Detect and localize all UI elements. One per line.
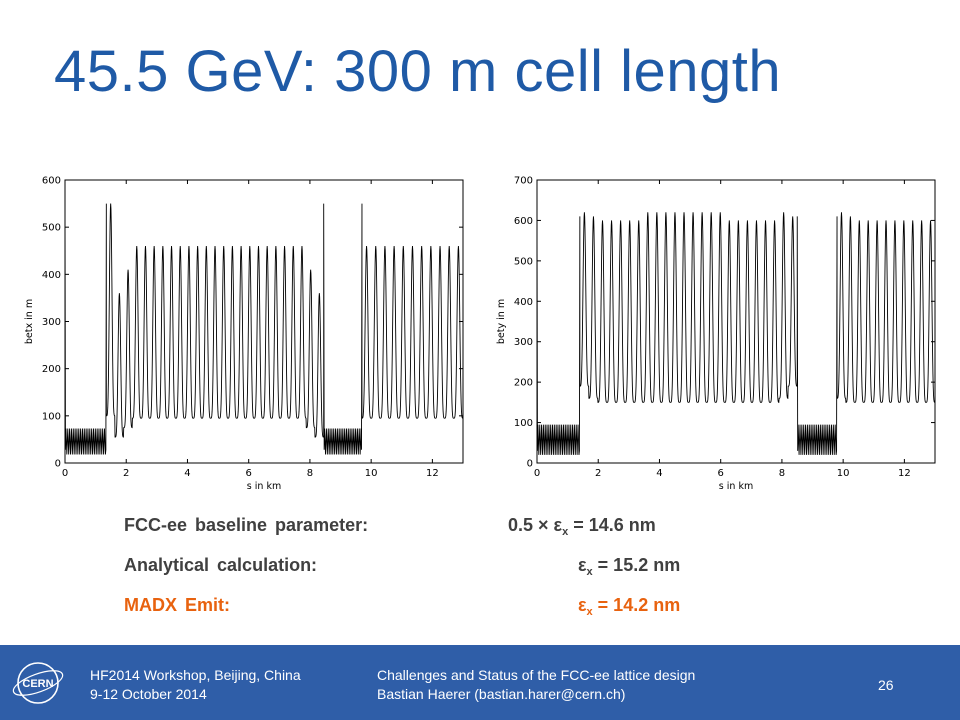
talk-title: Challenges and Status of the FCC-ee latt… [377,667,696,683]
series-line-0 [65,203,463,455]
y-tick-label: 0 [55,459,61,470]
x-tick-label: 6 [246,468,252,479]
y-tick-label: 600 [42,176,61,187]
bety-plot: 0 2 4 6 8 10 12 0 100 200 300 400 500 600 700 s in km be… [496,176,936,492]
plot-frame [64,179,464,464]
talk-info: Challenges and Status of the FCC-ee latt… [377,666,695,704]
y-tick-label: 200 [514,378,533,389]
y-tick-label: 700 [514,176,533,187]
y-tick-label: 200 [42,364,61,375]
param-name: MADX Emit: [124,595,230,615]
y-tick-label: 0 [527,459,533,470]
y-axis-label: bety in m [496,299,507,344]
x-tick-label: 12 [898,468,911,479]
param-row-madx: MADX Emit: εx = 14.2 nm [124,595,764,635]
x-tick-label: 0 [534,468,540,479]
x-tick-label: 8 [307,468,313,479]
x-axis-label: s in km [247,481,281,492]
param-row-analytical: Analytical calculation: εx = 15.2 nm [124,555,764,595]
x-tick-label: 6 [718,468,724,479]
series-line-0 [537,212,935,455]
y-tick-label: 300 [42,317,61,328]
y-tick-label: 300 [514,337,533,348]
y-tick-label: 400 [514,297,533,308]
x-tick-label: 4 [656,468,662,479]
x-tick-label: 10 [837,468,850,479]
footer-bar: CERN HF2014 Workshop, Beijing, China 9-1… [0,645,960,720]
param-value: εx = 14.2 nm [578,595,681,618]
param-name: FCC-ee baseline parameter: [124,515,369,535]
y-tick-label: 100 [42,411,61,422]
param-row-baseline: FCC-ee baseline parameter: 0.5 × εx = 14… [124,515,764,555]
y-tick-label: 100 [514,418,533,429]
page-number: 26 [878,677,894,693]
param-value: εx = 15.2 nm [578,555,681,578]
y-axis-label: betx in m [24,299,35,344]
event-date: 9-12 October 2014 [90,686,207,702]
event-info: HF2014 Workshop, Beijing, China 9-12 Oct… [90,666,301,704]
x-tick-label: 2 [123,468,129,479]
y-tick-label: 600 [514,216,533,227]
x-tick-label: 10 [365,468,378,479]
x-tick-label: 2 [595,468,601,479]
x-tick-label: 0 [62,468,68,479]
betx-plot: 0 2 4 6 8 10 12 0 100 200 300 400 500 600 s in km betx … [24,176,464,492]
x-tick-label: 8 [779,468,785,479]
y-tick-label: 400 [42,270,61,281]
cern-logo: CERN [12,662,64,704]
svg-text:CERN: CERN [22,678,53,690]
talk-author: Bastian Haerer (bastian.harer@cern.ch) [377,686,626,702]
slide-title: 45.5 GeV: 300 m cell length [54,39,782,104]
parameter-list: FCC-ee baseline parameter: 0.5 × εx = 14… [124,515,764,635]
x-tick-label: 4 [184,468,190,479]
x-axis-label: s in km [719,481,753,492]
y-tick-label: 500 [514,256,533,267]
y-tick-label: 500 [42,223,61,234]
x-tick-label: 12 [426,468,439,479]
param-value: 0.5 × εx = 14.6 nm [508,515,656,538]
event-name: HF2014 Workshop, Beijing, China [90,667,301,683]
param-name: Analytical calculation: [124,555,318,575]
